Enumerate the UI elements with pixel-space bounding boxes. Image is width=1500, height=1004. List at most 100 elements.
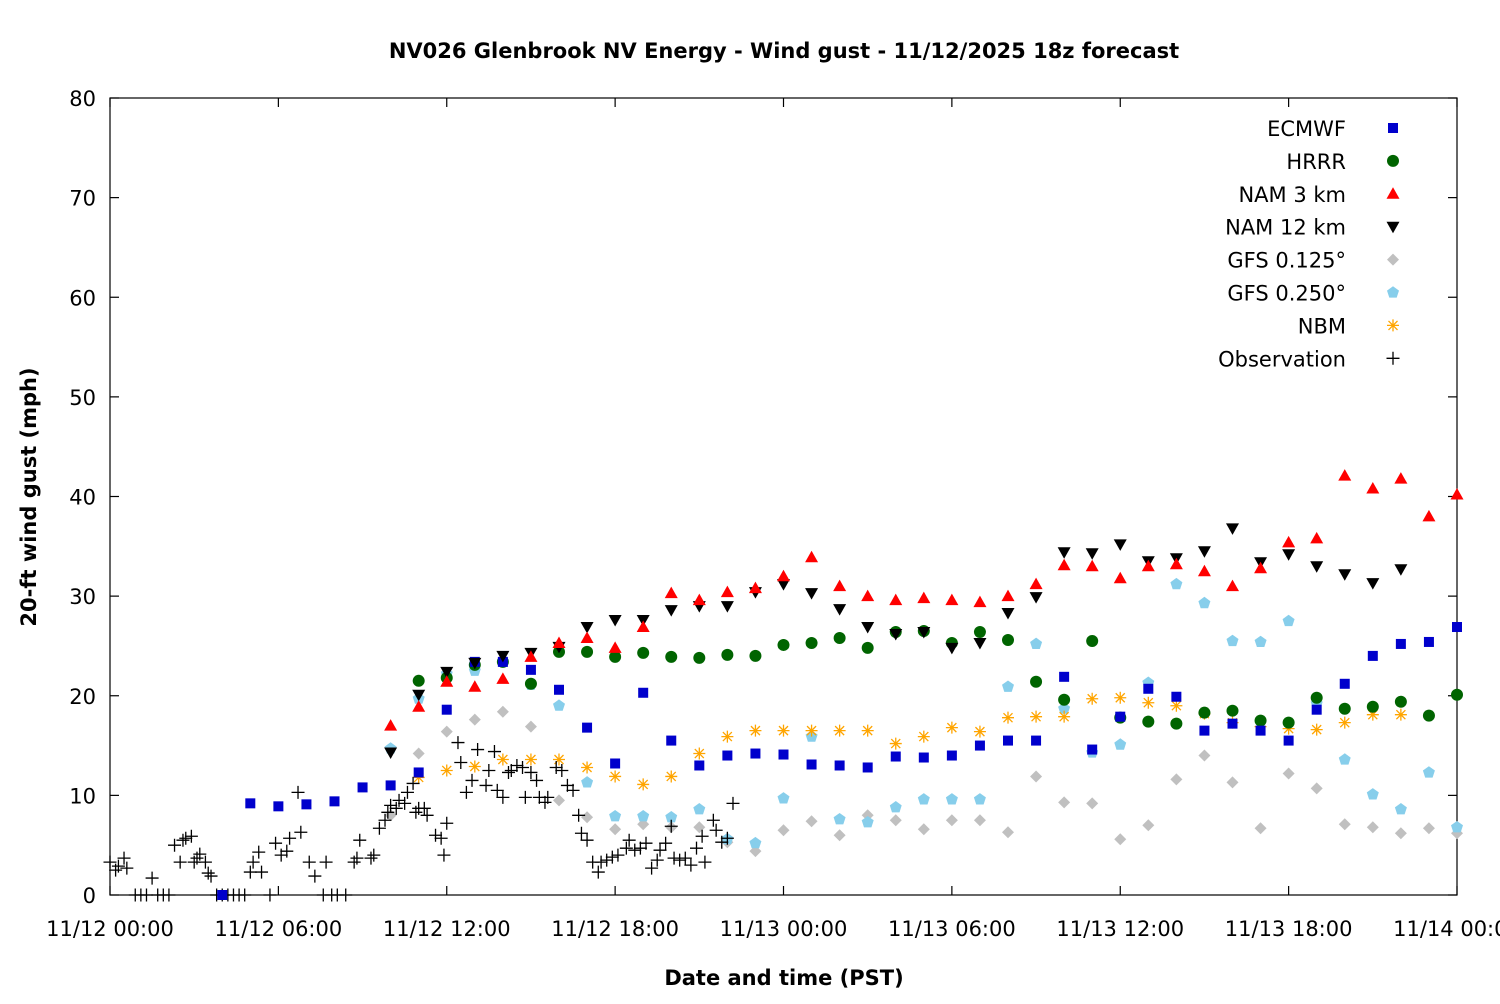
point-ecmwf [1339, 678, 1350, 689]
point-observation [465, 773, 479, 787]
point-gfs-0-250 [889, 801, 902, 813]
point-nam-3-km [833, 579, 847, 592]
point-gfs-0-250 [861, 816, 874, 828]
legend-marker-hrrr [1387, 154, 1399, 167]
point-observation [392, 793, 406, 807]
point-ecmwf [722, 750, 733, 761]
point-nam-3-km [945, 593, 959, 606]
point-nam-3-km [1141, 559, 1155, 572]
point-nbm [665, 770, 678, 783]
point-ecmwf [1452, 622, 1462, 633]
point-observation [695, 829, 709, 843]
point-ecmwf [694, 760, 705, 771]
point-observation [628, 843, 642, 857]
point-nbm [1338, 716, 1351, 729]
point-gfs-0-125 [973, 814, 986, 827]
point-observation [111, 859, 125, 873]
y-axis: 0 10 20 30 40 50 60 70 80 [69, 87, 1457, 908]
point-ecmwf [750, 748, 761, 759]
point-observation [487, 745, 501, 759]
point-nam-12-km [468, 657, 482, 670]
point-observation [173, 855, 187, 869]
point-nam-12-km [917, 626, 931, 639]
point-nam-3-km [664, 586, 678, 599]
point-gfs-0-250 [1114, 738, 1127, 750]
point-nbm [553, 753, 565, 766]
point-ecmwf [582, 722, 593, 733]
point-nam-3-km [917, 591, 931, 604]
point-observation [572, 808, 586, 822]
point-observation [400, 785, 414, 799]
legend-label-observation: Observation [1218, 347, 1346, 371]
point-nam-3-km [440, 675, 454, 687]
point-ecmwf [385, 780, 396, 791]
point-nam-12-km [777, 579, 790, 591]
point-observation [364, 851, 378, 865]
legend-label-ecmwf: ECMWF [1267, 117, 1346, 141]
point-observation [667, 851, 681, 865]
point-nam-3-km [861, 589, 875, 602]
point-gfs-0-125 [1198, 749, 1211, 762]
point-observation [639, 836, 653, 850]
point-ecmwf [217, 890, 228, 900]
point-hrrr [1086, 634, 1099, 647]
legend-marker-nbm [1387, 319, 1399, 332]
point-nam-3-km [973, 595, 987, 608]
point-gfs-0-125 [1254, 822, 1267, 835]
point-nam-3-km [1226, 579, 1239, 592]
legend-marker-nam-3-km [1386, 187, 1400, 199]
point-ecmwf [974, 740, 985, 751]
point-observation [308, 869, 322, 883]
point-observation [103, 855, 117, 869]
point-observation [541, 790, 555, 804]
point-hrrr [665, 650, 678, 663]
point-nbm [524, 753, 537, 766]
x-tick-label: 11/12 18:00 [551, 917, 679, 941]
point-hrrr [581, 645, 594, 658]
y-tick-label: 60 [69, 286, 96, 310]
point-ecmwf [1283, 735, 1294, 746]
point-gfs-0-250 [1002, 680, 1014, 692]
point-gfs-0-250 [609, 810, 622, 822]
point-observation [678, 851, 692, 865]
point-gfs-0-125 [1114, 833, 1127, 846]
point-observation [176, 833, 190, 847]
point-gfs-0-250 [1058, 702, 1071, 714]
point-gfs-0-250 [749, 836, 762, 849]
point-observation [139, 888, 153, 902]
point-nam-3-km [1366, 482, 1380, 494]
point-nbm [749, 724, 762, 737]
point-observation [367, 848, 381, 862]
point-nbm [1002, 711, 1014, 724]
point-hrrr [1058, 693, 1071, 706]
point-observation [378, 813, 392, 827]
point-hrrr [1142, 715, 1155, 728]
point-gfs-0-125 [581, 811, 594, 824]
point-gfs-0-250 [637, 810, 650, 822]
point-gfs-0-125 [1366, 821, 1379, 834]
point-observation [243, 865, 257, 879]
point-observation [698, 855, 712, 869]
point-nam-3-km [692, 593, 706, 606]
point-hrrr [637, 646, 650, 659]
point-ecmwf [273, 801, 284, 812]
point-observation [350, 851, 364, 865]
point-gfs-0-125 [945, 814, 958, 827]
point-observation [619, 841, 633, 855]
y-tick-label: 10 [69, 784, 96, 808]
point-gfs-0-125 [805, 815, 818, 828]
point-observation [145, 871, 159, 885]
point-observation [501, 765, 515, 779]
point-gfs-0-250 [1422, 766, 1435, 778]
point-observation [510, 758, 524, 772]
point-ecmwf [1423, 636, 1434, 647]
point-gfs-0-250 [581, 776, 594, 788]
point-hrrr [1310, 691, 1323, 704]
point-gfs-0-125 [1170, 773, 1183, 786]
point-observation [434, 831, 448, 845]
point-nbm [637, 778, 650, 791]
x-tick-label: 11/13 18:00 [1225, 917, 1353, 941]
point-nam-12-km [440, 666, 454, 679]
point-nam-3-km [1282, 535, 1296, 548]
point-observation [238, 888, 252, 902]
